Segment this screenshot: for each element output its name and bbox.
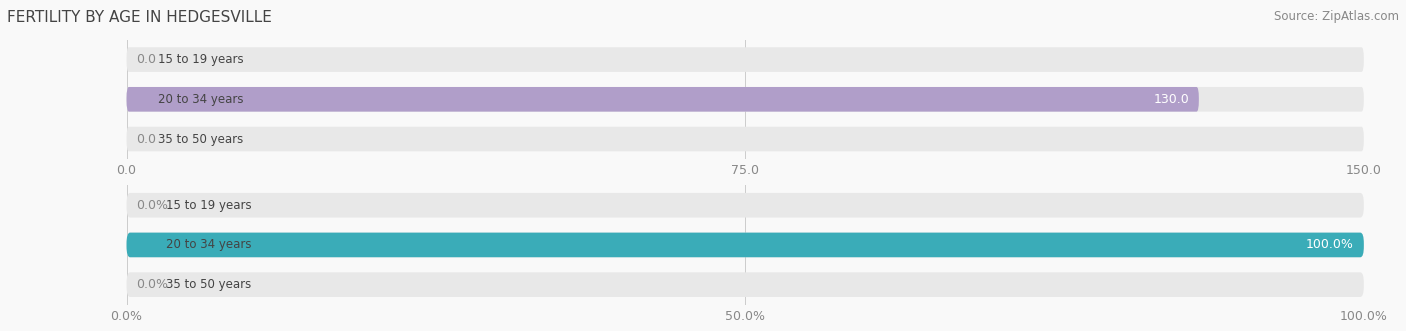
Text: 0.0: 0.0 xyxy=(136,53,156,66)
Text: 35 to 50 years: 35 to 50 years xyxy=(166,278,252,291)
Text: 15 to 19 years: 15 to 19 years xyxy=(166,199,252,212)
FancyBboxPatch shape xyxy=(127,233,1364,257)
Text: Source: ZipAtlas.com: Source: ZipAtlas.com xyxy=(1274,10,1399,23)
FancyBboxPatch shape xyxy=(127,193,1364,217)
Text: 0.0%: 0.0% xyxy=(136,278,169,291)
FancyBboxPatch shape xyxy=(127,87,1364,112)
FancyBboxPatch shape xyxy=(127,272,1364,297)
Text: 20 to 34 years: 20 to 34 years xyxy=(166,238,252,252)
Text: 35 to 50 years: 35 to 50 years xyxy=(157,132,243,146)
Text: 15 to 19 years: 15 to 19 years xyxy=(157,53,243,66)
Text: 130.0: 130.0 xyxy=(1153,93,1189,106)
Text: 0.0: 0.0 xyxy=(136,132,156,146)
Text: 20 to 34 years: 20 to 34 years xyxy=(157,93,243,106)
Text: FERTILITY BY AGE IN HEDGESVILLE: FERTILITY BY AGE IN HEDGESVILLE xyxy=(7,10,271,25)
FancyBboxPatch shape xyxy=(127,47,1364,72)
FancyBboxPatch shape xyxy=(127,87,1199,112)
Text: 100.0%: 100.0% xyxy=(1306,238,1354,252)
FancyBboxPatch shape xyxy=(127,127,1364,151)
FancyBboxPatch shape xyxy=(127,233,1364,257)
Text: 0.0%: 0.0% xyxy=(136,199,169,212)
